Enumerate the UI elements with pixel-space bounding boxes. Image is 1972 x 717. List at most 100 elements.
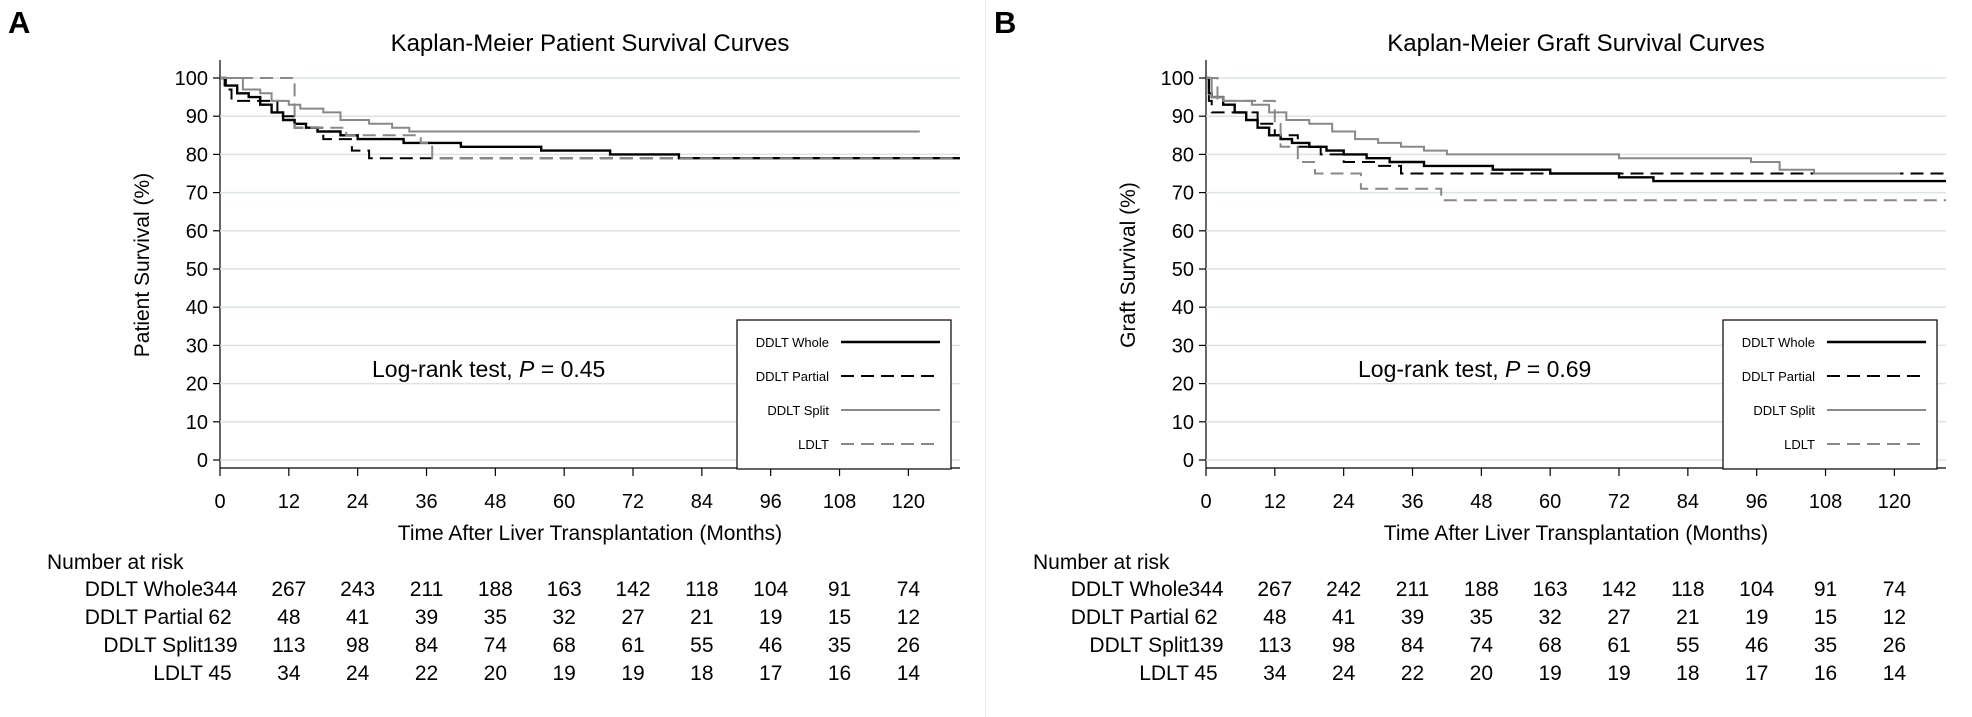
x-tick-label: 84 bbox=[1677, 491, 1699, 513]
x-tick-label: 12 bbox=[278, 491, 300, 513]
panel-letter: B bbox=[994, 5, 1017, 40]
y-axis-label: Patient Survival (%) bbox=[131, 173, 154, 357]
risk-value: 15 bbox=[1814, 606, 1837, 629]
risk-value: 21 bbox=[690, 606, 713, 629]
y-tick-label: 30 bbox=[186, 335, 208, 357]
risk-value: 16 bbox=[828, 662, 851, 685]
panel-a: A Kaplan-Meier Patient Survival Curves 0 1… bbox=[8, 5, 960, 685]
y-tick-label: 10 bbox=[1172, 412, 1194, 434]
risk-value: 12 bbox=[1883, 606, 1906, 629]
chart-title: Kaplan-Meier Patient Survival Curves bbox=[391, 30, 790, 57]
series-line-ldlt bbox=[1206, 77, 1946, 202]
y-tick-label: 0 bbox=[197, 450, 208, 472]
risk-value: 139 bbox=[202, 634, 237, 657]
series-line-ddlt-partial bbox=[1206, 77, 1946, 175]
risk-value: 98 bbox=[1332, 634, 1355, 657]
legend-label: LDLT bbox=[1784, 437, 1815, 452]
panel-letter: A bbox=[8, 5, 31, 40]
risk-value: 16 bbox=[1814, 662, 1837, 685]
x-tick-label: 84 bbox=[691, 491, 713, 513]
risk-value: 26 bbox=[1883, 634, 1906, 657]
risk-value: 74 bbox=[1470, 634, 1494, 657]
legend-label: LDLT bbox=[798, 437, 829, 452]
risk-value: 267 bbox=[1257, 578, 1292, 601]
annotation-p-label: P bbox=[1505, 356, 1521, 382]
risk-value: 19 bbox=[1745, 606, 1768, 629]
annotation-p-label: P bbox=[519, 356, 535, 382]
chart-title: Kaplan-Meier Graft Survival Curves bbox=[1387, 30, 1764, 57]
y-tick-label: 20 bbox=[186, 374, 208, 396]
x-tick-label: 24 bbox=[347, 491, 369, 513]
risk-value: 22 bbox=[415, 662, 438, 685]
y-tick-label: 0 bbox=[1183, 450, 1194, 472]
risk-value: 211 bbox=[1396, 578, 1429, 601]
risk-value: 12 bbox=[897, 606, 920, 629]
x-tick-label: 24 bbox=[1333, 491, 1355, 513]
risk-value: 84 bbox=[415, 634, 439, 657]
risk-value: 34 bbox=[277, 662, 301, 685]
y-tick-label: 90 bbox=[1172, 106, 1194, 128]
risk-row-label: LDLT bbox=[1139, 662, 1189, 685]
risk-value: 344 bbox=[202, 578, 237, 601]
legend-label: DDLT Whole bbox=[1742, 335, 1815, 350]
risk-value: 34 bbox=[1263, 662, 1287, 685]
risk-value: 27 bbox=[621, 606, 644, 629]
risk-table-header: Number at risk bbox=[47, 551, 184, 574]
y-tick-label: 40 bbox=[186, 297, 208, 319]
risk-row-label: LDLT bbox=[153, 662, 203, 685]
x-tick-label: 0 bbox=[214, 491, 225, 513]
x-tick-label: 120 bbox=[892, 491, 925, 513]
series-line-ddlt-split bbox=[1206, 77, 1901, 175]
x-tick-label: 96 bbox=[1746, 491, 1768, 513]
y-tick-label: 90 bbox=[186, 106, 208, 128]
risk-value: 41 bbox=[1332, 606, 1355, 629]
y-tick-label: 60 bbox=[186, 221, 208, 243]
risk-value: 104 bbox=[753, 578, 788, 601]
risk-row-label: DDLT Whole bbox=[85, 578, 203, 601]
risk-value: 55 bbox=[1676, 634, 1699, 657]
y-tick-label: 50 bbox=[186, 259, 208, 281]
risk-value: 68 bbox=[553, 634, 576, 657]
risk-value: 35 bbox=[1814, 634, 1837, 657]
risk-value: 98 bbox=[346, 634, 369, 657]
risk-value: 14 bbox=[897, 662, 921, 685]
x-tick-label: 60 bbox=[1539, 491, 1561, 513]
annotation-prefix: Log-rank test, bbox=[372, 356, 519, 382]
series-line-ddlt-whole bbox=[220, 76, 960, 160]
x-tick-label: 12 bbox=[1264, 491, 1286, 513]
risk-row-label: DDLT Partial bbox=[85, 606, 203, 629]
risk-row-label: DDLT Whole bbox=[1071, 578, 1189, 601]
risk-value: 19 bbox=[759, 606, 782, 629]
risk-value: 84 bbox=[1401, 634, 1425, 657]
risk-value: 74 bbox=[897, 578, 921, 601]
risk-row-label: DDLT Split bbox=[103, 634, 203, 657]
risk-row-label: DDLT Partial bbox=[1071, 606, 1189, 629]
x-tick-label: 36 bbox=[1401, 491, 1423, 513]
y-tick-label: 30 bbox=[1172, 335, 1194, 357]
risk-value: 74 bbox=[484, 634, 508, 657]
series-line-ddlt-whole bbox=[1206, 76, 1946, 183]
risk-value: 14 bbox=[1883, 662, 1907, 685]
annotation-value: = 0.45 bbox=[534, 356, 605, 382]
annotation-value: = 0.69 bbox=[1520, 356, 1591, 382]
y-axis-label: Graft Survival (%) bbox=[1117, 182, 1140, 348]
risk-value: 344 bbox=[1188, 578, 1223, 601]
x-tick-label: 96 bbox=[760, 491, 782, 513]
risk-value: 242 bbox=[1326, 578, 1361, 601]
risk-value: 15 bbox=[828, 606, 851, 629]
risk-value: 46 bbox=[1745, 634, 1768, 657]
risk-value: 21 bbox=[1676, 606, 1699, 629]
y-tick-label: 20 bbox=[1172, 374, 1194, 396]
risk-value: 61 bbox=[621, 634, 644, 657]
risk-value: 22 bbox=[1401, 662, 1424, 685]
y-tick-label: 40 bbox=[1172, 297, 1194, 319]
risk-value: 118 bbox=[1671, 578, 1704, 601]
risk-value: 39 bbox=[415, 606, 438, 629]
risk-value: 32 bbox=[1539, 606, 1562, 629]
risk-value: 32 bbox=[553, 606, 576, 629]
x-tick-label: 48 bbox=[484, 491, 506, 513]
risk-value: 45 bbox=[208, 662, 231, 685]
y-tick-label: 10 bbox=[186, 412, 208, 434]
x-axis-label: Time After Liver Transplantation (Months… bbox=[398, 522, 782, 545]
legend: DDLT Whole DDLT Partial DDLT Split LDLT bbox=[1722, 319, 1938, 470]
